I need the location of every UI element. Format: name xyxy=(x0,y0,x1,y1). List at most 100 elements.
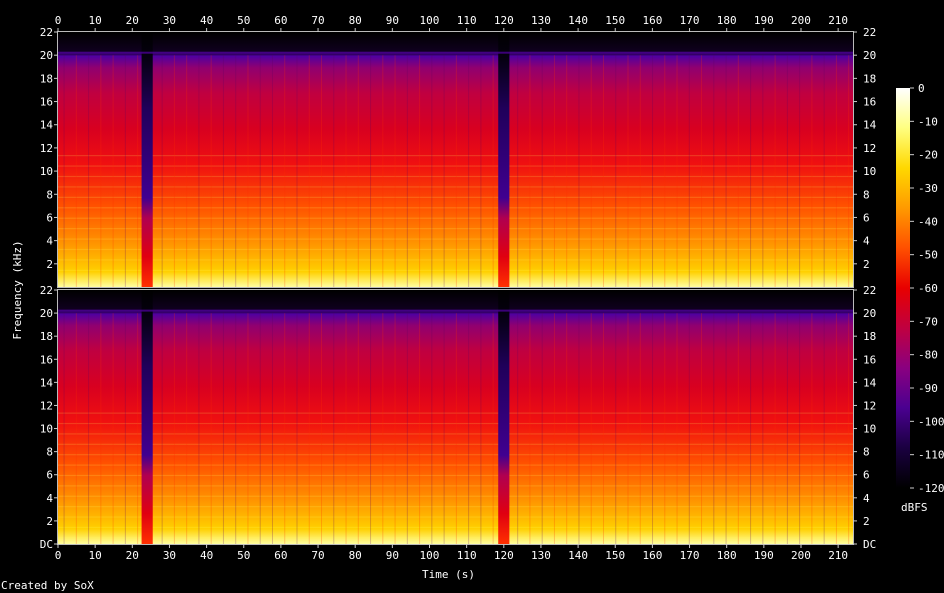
x-tick-label-bottom: 160 xyxy=(642,549,662,562)
time-streak xyxy=(271,55,273,287)
time-streak xyxy=(357,313,359,544)
x-tick-label-top: 210 xyxy=(828,14,848,27)
time-streak xyxy=(615,313,617,544)
x-tick-label-bottom: 190 xyxy=(754,549,774,562)
x-tick-label-top: 70 xyxy=(311,14,324,27)
time-streak xyxy=(333,55,335,287)
x-axis-label: Time (s) xyxy=(422,568,475,581)
y-tick-label-left: 8 xyxy=(46,188,53,201)
harmonic-band xyxy=(58,280,853,282)
y-tick-label-right: 6 xyxy=(863,469,870,482)
x-tick-label-top: 180 xyxy=(717,14,737,27)
time-streak xyxy=(553,55,555,287)
time-streak xyxy=(284,313,286,544)
time-streak xyxy=(247,55,249,287)
time-streak xyxy=(713,313,715,544)
y-tick-label-left: 20 xyxy=(40,49,53,62)
channel-bottom-spectrogram xyxy=(58,290,853,544)
time-streak xyxy=(590,313,592,544)
time-streak xyxy=(247,313,249,544)
time-streak xyxy=(161,55,163,287)
time-streak xyxy=(173,55,175,287)
time-streak xyxy=(848,55,850,287)
time-streak xyxy=(296,313,298,544)
colorbar-tick-label: -70 xyxy=(918,315,938,328)
x-tick-label-top: 160 xyxy=(642,14,662,27)
time-streak xyxy=(688,55,690,287)
x-tick-label-top: 140 xyxy=(568,14,588,27)
time-streak xyxy=(271,313,273,544)
x-tick-label-bottom: 40 xyxy=(200,549,213,562)
y-tick-label-right: 2 xyxy=(863,258,870,271)
time-streak xyxy=(676,313,678,544)
time-streak xyxy=(333,313,335,544)
time-streak xyxy=(811,55,813,287)
y-tick-label-left: 12 xyxy=(40,142,53,155)
x-tick-label-bottom: 110 xyxy=(457,549,477,562)
x-tick-label-top: 130 xyxy=(531,14,551,27)
time-streak xyxy=(652,313,654,544)
time-streak xyxy=(553,313,555,544)
colorbar-tick-label: -20 xyxy=(918,149,938,162)
panel-frame xyxy=(57,31,854,288)
time-streak xyxy=(443,55,445,287)
x-tick-label-top: 30 xyxy=(163,14,176,27)
cutoff-edge xyxy=(58,309,853,312)
y-tick-label-right: DC xyxy=(863,538,876,551)
x-tick-label-top: 90 xyxy=(386,14,399,27)
quiet-segment xyxy=(141,32,153,287)
x-tick-label-bottom: 130 xyxy=(531,549,551,562)
time-streak xyxy=(701,55,703,287)
time-streak xyxy=(382,55,384,287)
time-streak xyxy=(762,55,764,287)
time-streak xyxy=(186,55,188,287)
quiet-segment xyxy=(141,290,153,544)
x-tick-label-top: 110 xyxy=(457,14,477,27)
y-tick-label-right: 20 xyxy=(863,307,876,320)
time-streak xyxy=(321,313,323,544)
x-tick-label-top: 10 xyxy=(89,14,102,27)
y-tick-label-right: 18 xyxy=(863,330,876,343)
time-streak xyxy=(517,55,519,287)
y-tick-label-left: 16 xyxy=(40,96,53,109)
harmonic-band xyxy=(58,454,853,456)
harmonic-band xyxy=(58,217,853,219)
x-tick-label-bottom: 70 xyxy=(311,549,324,562)
x-tick-label-bottom: 120 xyxy=(494,549,514,562)
y-tick-label-right: 8 xyxy=(863,188,870,201)
time-streak xyxy=(100,55,102,287)
time-streak xyxy=(419,313,421,544)
harmonic-band xyxy=(58,269,853,271)
y-tick-label-left: DC xyxy=(40,538,53,551)
time-streak xyxy=(701,313,703,544)
time-streak xyxy=(370,313,372,544)
colorbar-tick-label: -80 xyxy=(918,349,938,362)
colorbar-tick-label: -120 xyxy=(918,482,944,495)
x-tick-label-bottom: 200 xyxy=(791,549,811,562)
time-streak xyxy=(382,313,384,544)
time-streak xyxy=(615,55,617,287)
harmonic-band xyxy=(58,537,853,539)
y-tick-label-right: 10 xyxy=(863,423,876,436)
x-tick-label-top: 20 xyxy=(126,14,139,27)
time-streak xyxy=(786,313,788,544)
harmonic-band xyxy=(58,474,853,477)
time-streak xyxy=(173,313,175,544)
harmonic-band xyxy=(58,526,853,529)
harmonic-band xyxy=(58,506,853,508)
y-tick-label-left: 18 xyxy=(40,330,53,343)
y-tick-label-right: 22 xyxy=(863,284,876,297)
spectrogram-panels xyxy=(58,32,853,544)
colorbar-tick-label: -90 xyxy=(918,382,938,395)
x-tick-label-bottom: 90 xyxy=(386,549,399,562)
time-streak xyxy=(468,55,470,287)
time-streak xyxy=(750,313,752,544)
time-streak xyxy=(762,313,764,544)
time-streak xyxy=(161,313,163,544)
x-tick-label-top: 80 xyxy=(349,14,362,27)
y-tick-label-left: 22 xyxy=(40,284,53,297)
x-tick-label-bottom: 60 xyxy=(274,549,287,562)
time-streak xyxy=(345,313,347,544)
x-tick-label-top: 190 xyxy=(754,14,774,27)
